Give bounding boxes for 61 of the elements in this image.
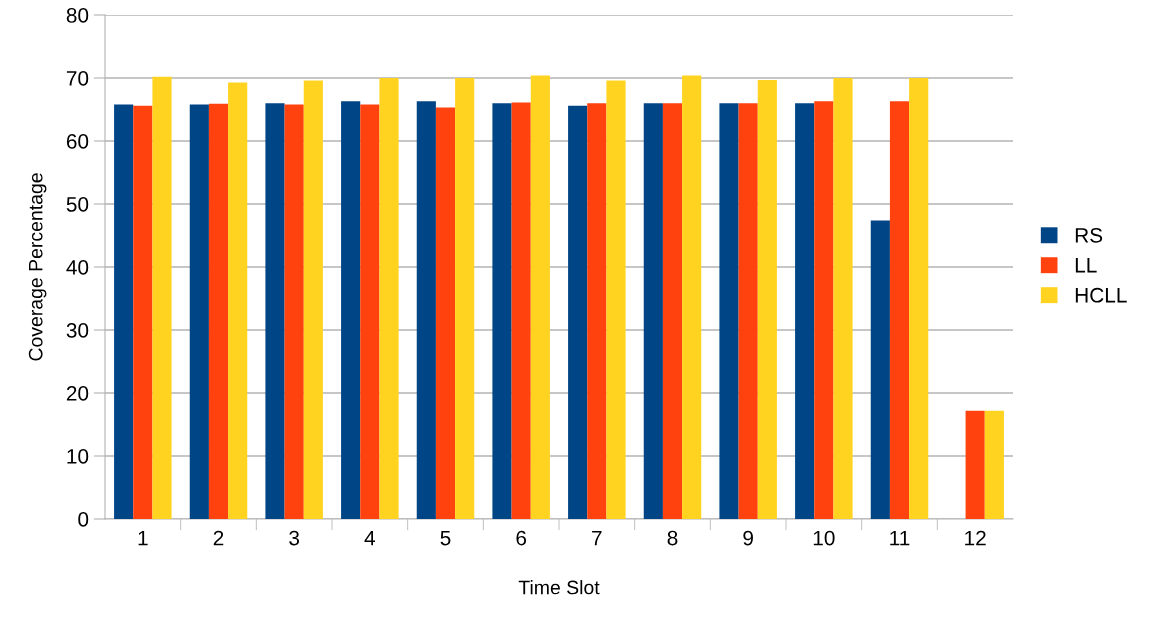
bar (455, 78, 475, 519)
y-axis-title: Coverage Percentage (28, 173, 47, 361)
bar (719, 103, 739, 519)
bar (662, 103, 683, 519)
x-tick-label: 11 (890, 530, 910, 546)
bar (133, 105, 153, 519)
x-tick-label: 4 (364, 530, 376, 546)
bar (303, 80, 323, 519)
x-tick-label: 5 (440, 530, 451, 546)
x-axis-title: Time Slot (518, 580, 600, 595)
legend-label: HCLL (1075, 287, 1127, 303)
y-tick-label: 20 (66, 386, 89, 401)
bar (435, 107, 456, 519)
bar (416, 101, 436, 519)
bar (284, 104, 304, 519)
x-tick-label: 7 (592, 530, 602, 546)
bar (795, 103, 815, 519)
x-tick-label: 3 (289, 530, 300, 546)
bar (492, 103, 512, 519)
bar (814, 101, 834, 519)
bar (379, 78, 399, 519)
bar (511, 102, 531, 519)
bar (568, 105, 588, 519)
y-tick-label: 60 (66, 134, 89, 149)
bar (587, 103, 607, 519)
bar (682, 75, 702, 519)
y-tick-label: 50 (66, 197, 89, 212)
x-tick-label: 12 (965, 530, 986, 546)
x-tick-label: 6 (516, 530, 527, 546)
x-tick-label: 9 (743, 530, 753, 546)
bar (870, 220, 890, 519)
bar (984, 410, 1004, 519)
x-tick-label: 1 (138, 530, 148, 546)
bar (606, 80, 626, 519)
y-tick-label: 30 (66, 323, 89, 338)
bar (360, 104, 380, 519)
bar (114, 104, 134, 519)
bar (341, 101, 361, 519)
bar (228, 82, 248, 519)
y-tick-label: 10 (67, 449, 89, 464)
bar (965, 410, 985, 519)
bar (189, 104, 209, 519)
y-tick-label: 70 (66, 71, 89, 86)
y-tick-label: 0 (78, 512, 89, 527)
bar (833, 78, 853, 519)
bar (738, 103, 758, 519)
bar (208, 103, 229, 519)
bar (757, 79, 777, 519)
legend-label: LL (1075, 258, 1097, 273)
bar (909, 78, 929, 519)
bar (265, 103, 285, 519)
bar (889, 101, 910, 519)
bar (530, 75, 550, 519)
y-tick-label: 40 (66, 260, 89, 275)
y-tick-label: 80 (66, 8, 89, 23)
x-tick-label: 10 (813, 530, 835, 546)
legend-label: RS (1075, 227, 1103, 243)
x-tick-label: 8 (667, 530, 678, 546)
x-tick-label: 2 (213, 530, 224, 546)
bar (643, 103, 663, 519)
bar (152, 76, 172, 519)
